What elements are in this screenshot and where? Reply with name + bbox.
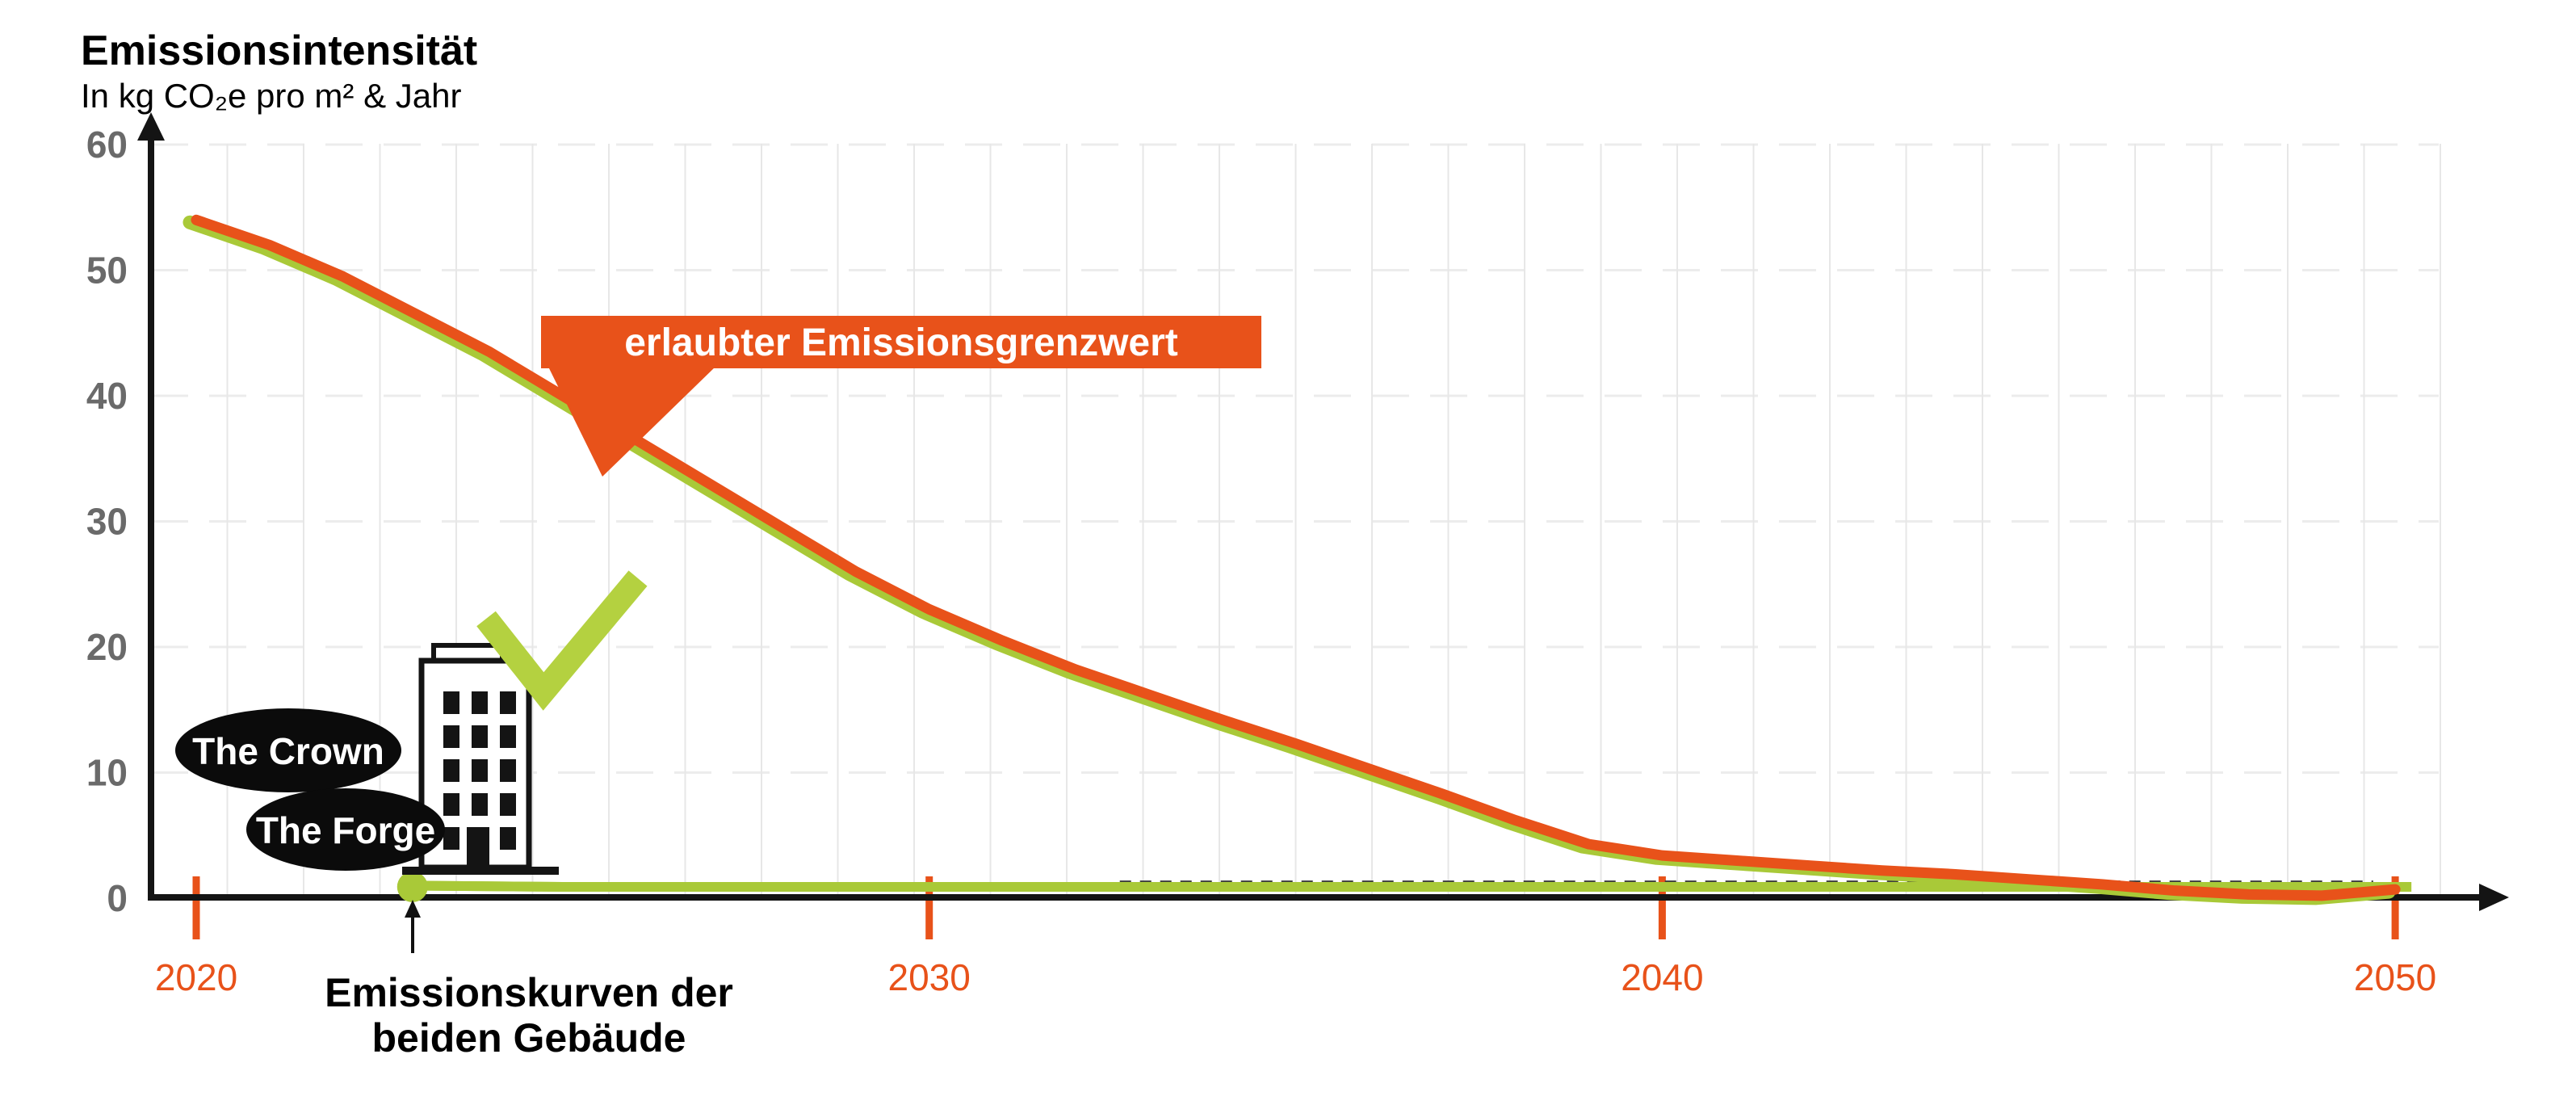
- limit-callout: erlaubter Emissionsgrenzwert: [541, 316, 1261, 477]
- svg-text:2050: 2050: [2354, 956, 2436, 998]
- chart-subtitle: In kg CO₂e pro m² & Jahr: [81, 77, 461, 115]
- crown-bubble-label: The Crown: [192, 730, 384, 772]
- vertical-gridlines: [226, 144, 2441, 895]
- svg-text:20: 20: [86, 626, 128, 668]
- building-curves-near-zero: [416, 880, 2412, 893]
- svg-text:2040: 2040: [1621, 956, 1703, 998]
- buildings-note-line2: beiden Gebäude: [372, 1015, 686, 1061]
- svg-text:30: 30: [86, 501, 128, 543]
- axes: [137, 112, 2509, 911]
- svg-text:2030: 2030: [888, 956, 971, 998]
- building-curve-start-dot: [396, 872, 428, 903]
- building-base: [402, 867, 559, 875]
- forge-bubble: [246, 788, 445, 871]
- buildings-note-line1: Emissionskurven der: [325, 970, 733, 1015]
- checkmark-icon: [476, 570, 648, 711]
- building-label-forge: The Forge: [246, 788, 445, 871]
- limit-callout-pointer: [548, 365, 717, 477]
- building-label-crown: The Crown: [175, 708, 401, 792]
- limit-callout-box: [541, 316, 1261, 368]
- forge-bubble-label: The Forge: [256, 809, 435, 851]
- svg-text:2020: 2020: [155, 956, 237, 998]
- note-arrow-icon: [405, 900, 421, 918]
- limit-callout-label: erlaubter Emissionsgrenzwert: [624, 321, 1178, 364]
- y-axis-value-labels: 0 10 20 30 40 50 60: [86, 124, 128, 919]
- y-axis-arrowhead-icon: [137, 112, 165, 141]
- building-door: [467, 827, 489, 869]
- chart-title: Emissionsintensität: [81, 27, 477, 74]
- crown-bubble: [175, 708, 401, 792]
- svg-text:0: 0: [107, 877, 128, 919]
- buildings-note: Emissionskurven der beiden Gebäude: [325, 900, 733, 1061]
- building-windows: [443, 691, 516, 850]
- svg-text:50: 50: [86, 250, 128, 292]
- svg-text:60: 60: [86, 124, 128, 166]
- svg-text:40: 40: [86, 375, 128, 417]
- x-axis-arrowhead-icon: [2479, 884, 2509, 911]
- x-axis-ticks-and-year-labels: 2020 2030 2040 2050: [155, 876, 2436, 998]
- svg-text:10: 10: [86, 752, 128, 794]
